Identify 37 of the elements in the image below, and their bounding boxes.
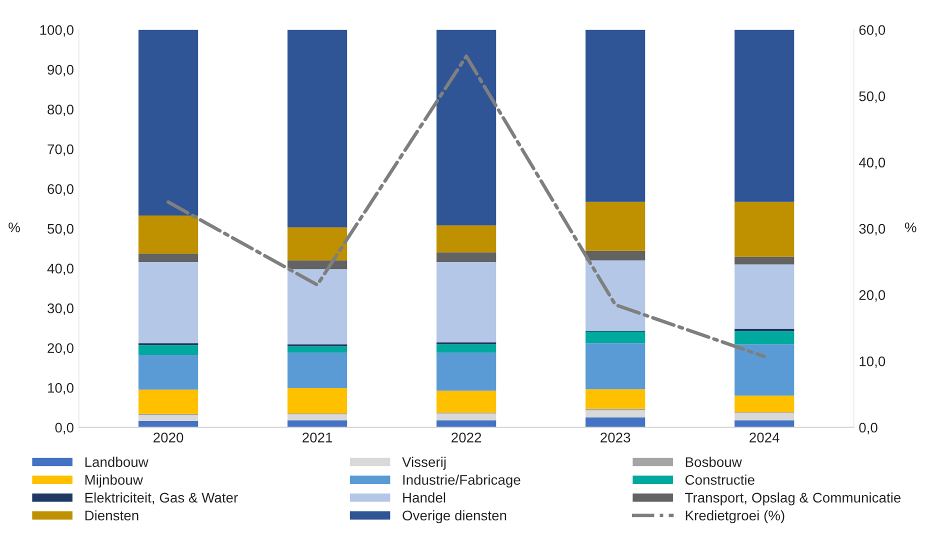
legend-label: Mijnbouw [85, 474, 143, 488]
legend-label: Elektriciteit, Gas & Water [85, 492, 238, 504]
y2-tick-label: 20,0 [859, 290, 886, 302]
y2-tick-label: 40,0 [858, 158, 886, 170]
y-tick-label: 20,0 [48, 343, 74, 355]
y-tick-label: 60,0 [48, 184, 74, 196]
legend-label: Kredietgroei (%) [686, 510, 784, 524]
y2-axis-title: % [904, 222, 916, 232]
x-tick-label: 2022 [452, 432, 482, 442]
y-tick-label: 10,0 [48, 382, 74, 394]
legend-label: Visserij [402, 456, 446, 470]
y-tick-label: 80,0 [48, 104, 74, 116]
legend-label: Constructie [685, 474, 754, 485]
x-tick-label: 2021 [302, 432, 332, 442]
legend-label: Bosbouw [686, 456, 742, 468]
y-tick-label: 90,0 [48, 64, 74, 76]
y2-tick-label: 60,0 [859, 25, 886, 37]
y-tick-label: 50,0 [48, 224, 74, 236]
y2-tick-label: 0,0 [859, 422, 878, 434]
legend-label: Diensten [85, 510, 138, 520]
x-tick-label: 2020 [154, 432, 184, 442]
legend-label: Industrie/Fabricage [403, 474, 520, 488]
y2-tick-label: 50,0 [859, 91, 886, 103]
legend-label: Overige diensten [402, 510, 506, 524]
x-tick-label: 2024 [750, 432, 780, 442]
y-tick-label: 40,0 [47, 264, 74, 276]
y-axis-title: % [8, 222, 20, 232]
y2-tick-label: 30,0 [859, 224, 886, 236]
y-tick-label: 70,0 [48, 144, 74, 156]
x-tick-label: 2023 [600, 432, 630, 442]
y-tick-label: 0,0 [55, 422, 74, 434]
legend-label: Handel [403, 492, 446, 503]
legend-label: Transport, Opslag & Communicatie [685, 492, 901, 506]
y-tick-label: 100,0 [40, 25, 74, 37]
y2-tick-label: 10,0 [860, 356, 886, 368]
legend-label: Landbouw [85, 456, 148, 468]
y-tick-label: 30,0 [48, 303, 74, 315]
